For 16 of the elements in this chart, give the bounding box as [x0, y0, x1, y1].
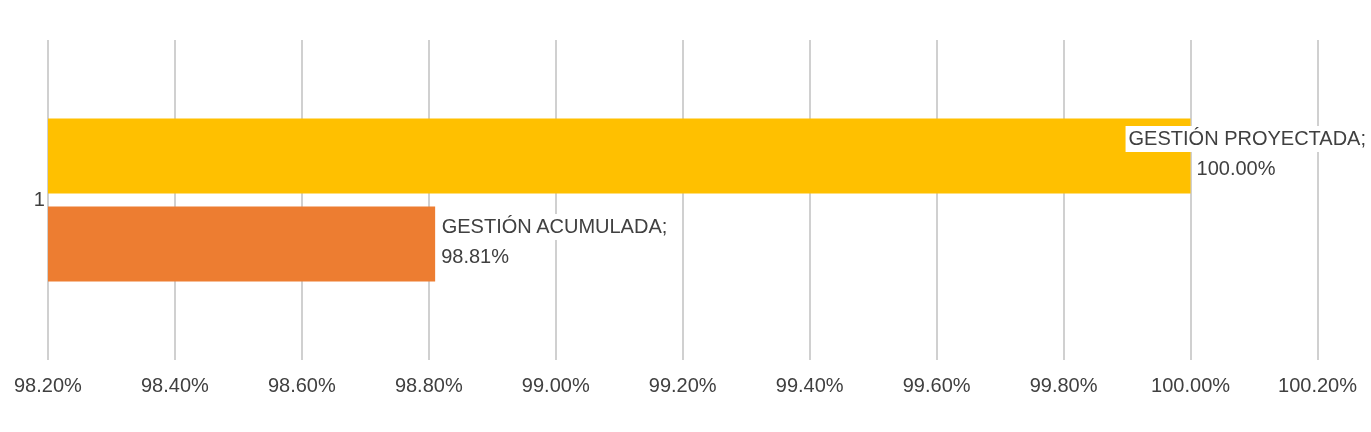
- x-tick-label: 98.80%: [394, 373, 463, 396]
- x-tick-label: 99.20%: [648, 373, 717, 396]
- x-tick-label: 99.00%: [521, 373, 590, 396]
- data-label: 100.00%: [1196, 156, 1276, 179]
- y-tick-label: 1: [33, 187, 45, 210]
- data-label: 98.81%: [441, 244, 510, 267]
- x-tick-label: 98.40%: [140, 373, 209, 396]
- x-tick-label: 98.20%: [13, 373, 83, 396]
- series-label: GESTIÓN PROYECTADA;: [1128, 126, 1367, 149]
- x-tick-label: 100.00%: [1151, 373, 1231, 396]
- x-tick-label: 98.60%: [267, 373, 336, 396]
- series-label: GESTIÓN ACUMULADA;: [441, 214, 668, 237]
- x-tick-label: 99.80%: [1029, 373, 1098, 396]
- x-tick-label: 100.20%: [1278, 373, 1358, 396]
- x-tick-label: 99.60%: [902, 373, 971, 396]
- x-tick-label: 99.40%: [775, 373, 844, 396]
